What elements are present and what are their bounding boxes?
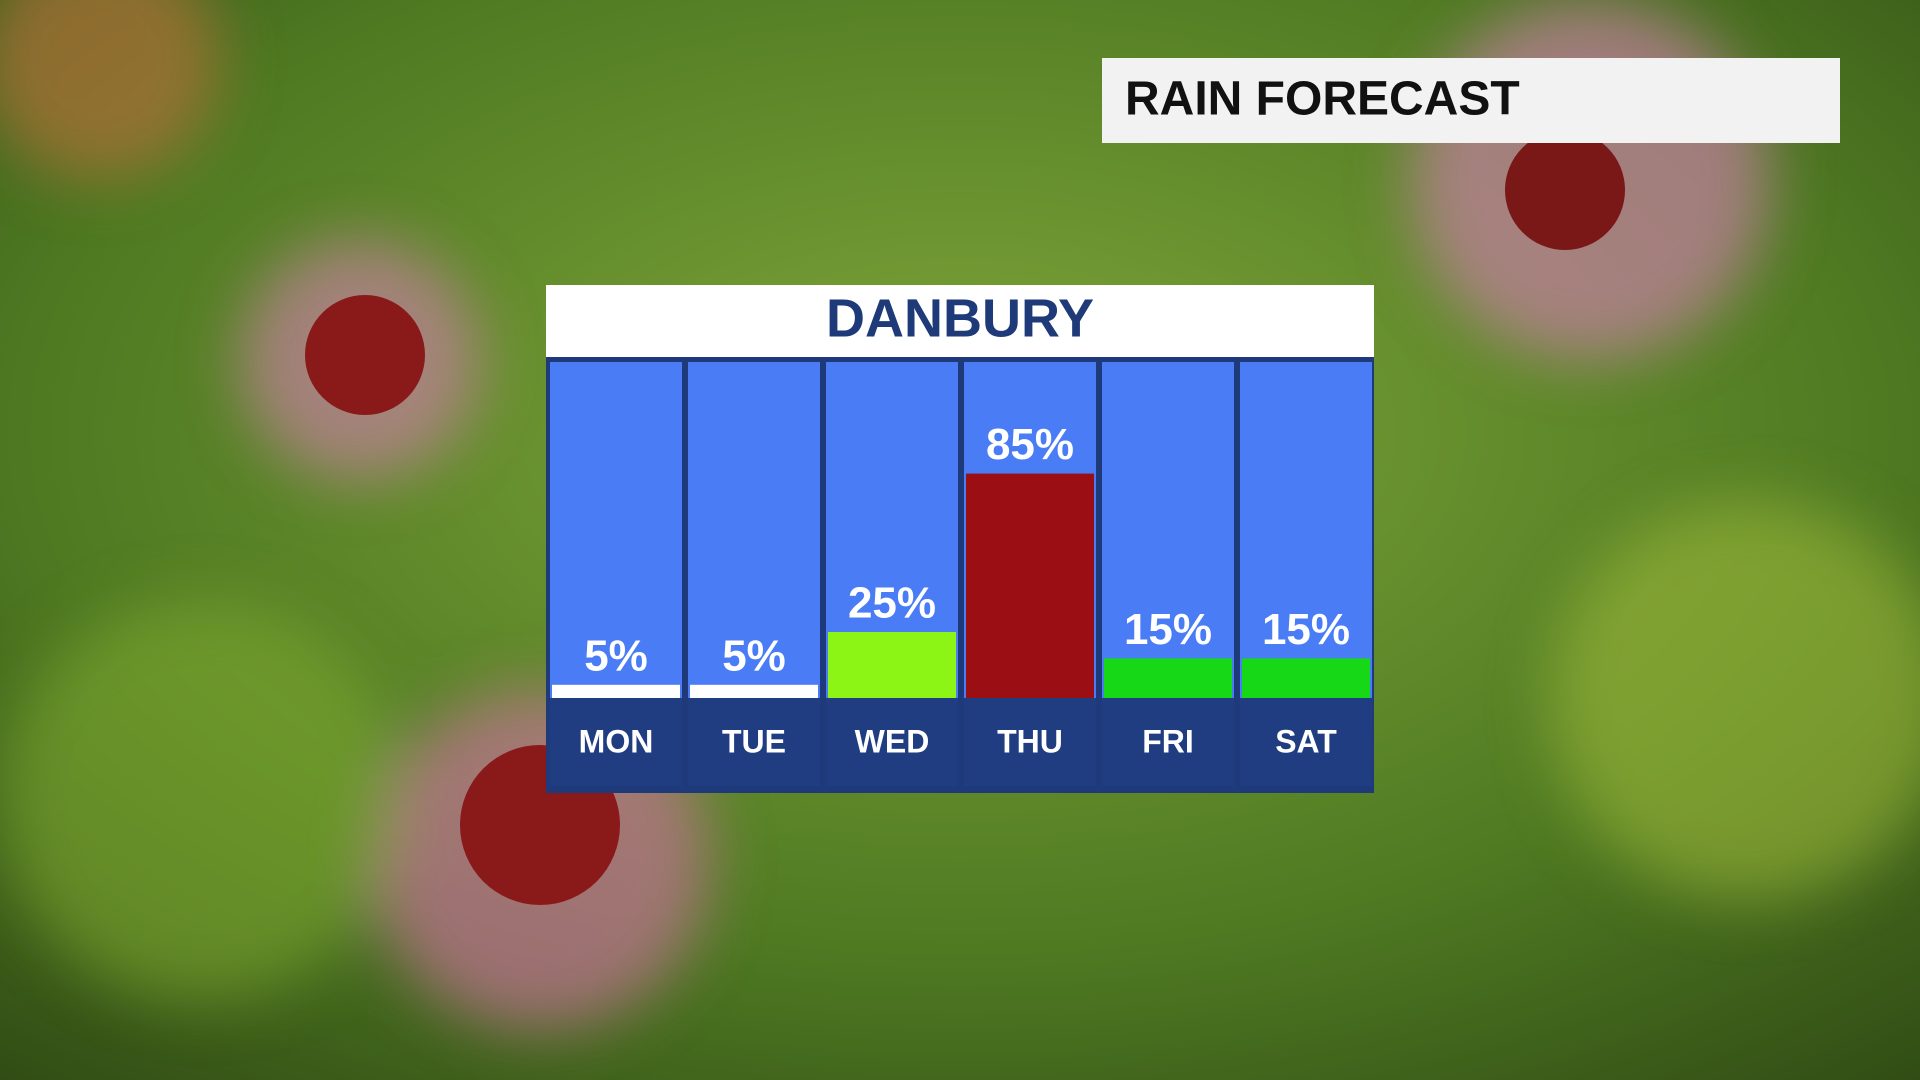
x-tick-label: THU	[997, 723, 1063, 759]
column	[550, 362, 682, 698]
header-title: RAIN FORECAST	[1125, 73, 1520, 126]
flower-center	[1505, 130, 1625, 250]
chart: DANBURY MON 5% TUE 5% WED 25% THU 85% FRI 15% SAT 1…	[546, 285, 1374, 793]
chart-title: DANBURY	[826, 288, 1094, 348]
x-tick-label: WED	[855, 723, 930, 759]
chart-title-bar	[546, 285, 1374, 357]
day-band	[688, 698, 820, 786]
value-label: 85%	[986, 420, 1074, 469]
day-band	[550, 698, 682, 786]
bar	[828, 632, 956, 698]
x-tick-label: TUE	[722, 723, 786, 759]
column	[1240, 362, 1372, 698]
day-band	[1102, 698, 1234, 786]
header-box	[1102, 58, 1840, 143]
flower-center	[305, 295, 425, 415]
value-label: 5%	[722, 631, 786, 680]
day-band	[964, 698, 1096, 786]
value-label: 15%	[1124, 605, 1212, 654]
chart-panel	[546, 285, 1374, 793]
x-tick-label: MON	[579, 723, 654, 759]
bar	[1242, 658, 1370, 698]
bar	[966, 473, 1094, 698]
x-tick-label: FRI	[1142, 723, 1194, 759]
value-label: 15%	[1262, 605, 1350, 654]
bar	[1104, 658, 1232, 698]
x-tick-label: SAT	[1275, 723, 1337, 759]
column	[1102, 362, 1234, 698]
column	[688, 362, 820, 698]
bar	[552, 684, 680, 698]
bar	[690, 684, 818, 698]
day-band	[1240, 698, 1372, 786]
day-band	[826, 698, 958, 786]
value-label: 5%	[584, 631, 648, 680]
value-label: 25%	[848, 579, 936, 628]
